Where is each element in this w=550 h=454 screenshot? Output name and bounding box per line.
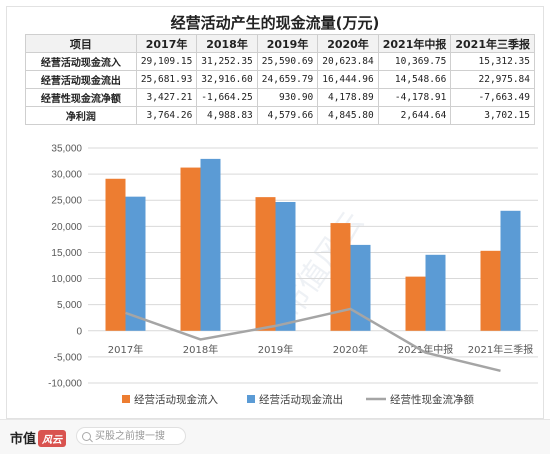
legend-swatch	[122, 395, 130, 403]
bar-inflow	[180, 167, 201, 331]
table-cell: 3,702.15	[450, 106, 535, 125]
table-cell: 20,623.84	[317, 52, 379, 71]
table-cell: 3,764.26	[135, 106, 198, 125]
bar-outflow	[500, 210, 521, 331]
search-placeholder: 买股之前搜一搜	[95, 431, 165, 442]
bar-inflow	[255, 197, 276, 331]
y-tick-label: 10,000	[51, 274, 82, 285]
table-header-cell: 2021年中报	[377, 34, 452, 53]
x-tick-label: 2019年	[258, 343, 293, 356]
table-cell: 4,845.80	[317, 106, 379, 125]
bar-inflow	[105, 178, 126, 331]
legend-label: 经营活动现金流入	[134, 393, 218, 406]
bar-outflow	[275, 201, 296, 331]
bar-outflow	[350, 244, 371, 331]
footer-bar: 市值 风云 买股之前搜一搜	[0, 419, 550, 454]
bar-inflow	[330, 223, 351, 331]
table-header-cell: 2020年	[317, 34, 379, 53]
bar-outflow	[425, 254, 446, 331]
table-header-cell: 2021年三季报	[450, 34, 535, 53]
search-icon	[82, 432, 91, 441]
x-tick-label: 2021年三季报	[468, 343, 533, 356]
legend-label: 经营性现金流净额	[390, 393, 474, 406]
x-tick-label: 2021年中报	[398, 343, 453, 356]
y-tick-label: 35,000	[51, 144, 82, 155]
y-tick-label: 25,000	[51, 196, 82, 207]
y-tick-label: 15,000	[51, 248, 82, 259]
y-tick-label: -5,000	[54, 352, 83, 363]
brand-badge: 风云	[38, 430, 67, 447]
legend-label: 经营活动现金流出	[259, 393, 343, 406]
bar-outflow	[125, 196, 146, 331]
y-tick-label: 20,000	[51, 222, 82, 233]
table-row: 净利润 3,764.26 4,988.83 4,579.66 4,845.80 …	[25, 106, 535, 125]
bar-outflow	[200, 158, 221, 331]
bar-inflow	[405, 276, 426, 331]
search-input[interactable]: 买股之前搜一搜	[76, 427, 186, 445]
y-tick-label: 30,000	[51, 170, 82, 181]
table-header-cell: 2017年	[135, 34, 198, 53]
table-row: 经营活动现金流入 29,109.15 31,252.35 25,590.69 2…	[25, 52, 535, 71]
page-title: 经营活动产生的现金流量(万元)	[170, 14, 380, 32]
brand-name: 市值	[10, 432, 37, 447]
table-header-cell: 2019年	[256, 34, 319, 53]
x-tick-label: 2018年	[183, 343, 218, 356]
net-cashflow-line	[125, 307, 501, 373]
bar-inflow	[480, 250, 501, 331]
table-cell: 4,178.89	[317, 88, 379, 107]
y-tick-label: 5,000	[57, 300, 82, 311]
brand-logo: 市值 风云	[10, 428, 67, 447]
table-header-cell: 2018年	[196, 34, 258, 53]
cash-flow-chart: 市值风云35,00030,00025,00020,00015,00010,000…	[48, 144, 538, 406]
y-tick-label: 0	[76, 326, 82, 337]
x-tick-label: 2020年	[333, 343, 368, 356]
table-row: 经营性现金流净额 3,427.21 -1,664.25 930.90 4,178…	[25, 88, 535, 107]
table-cell: 16,444.96	[317, 70, 379, 89]
table-cell: 4,579.66	[256, 106, 319, 125]
legend-swatch	[247, 395, 255, 403]
table-row-label: 净利润	[25, 106, 137, 125]
data-table: 项目 2017年 2018年 2019年 2020年 2021年中报 2021年…	[25, 34, 535, 125]
table-header-row: 项目 2017年 2018年 2019年 2020年 2021年中报 2021年…	[25, 34, 535, 53]
x-tick-label: 2017年	[108, 343, 143, 356]
y-tick-label: -10,000	[48, 379, 82, 390]
